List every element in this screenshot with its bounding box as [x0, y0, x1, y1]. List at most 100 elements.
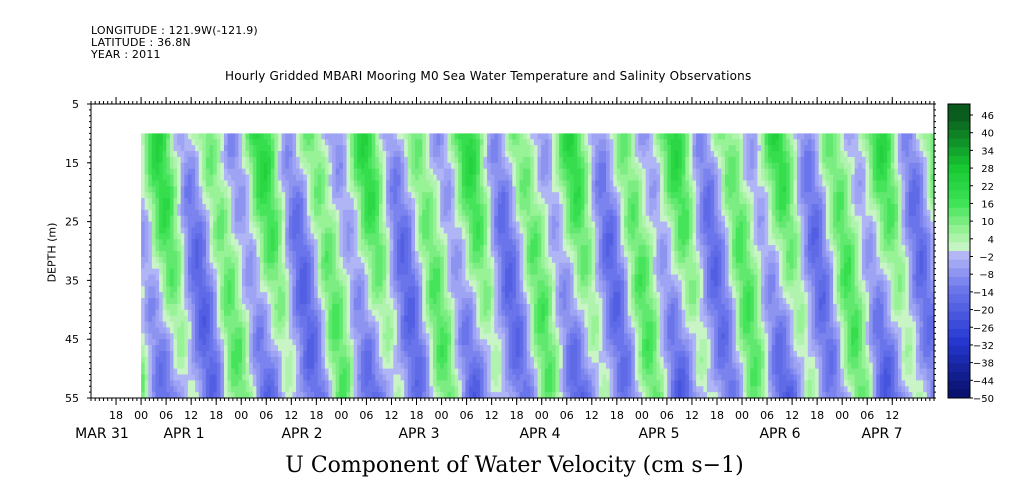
heat-cell — [202, 303, 207, 311]
heat-cell — [195, 350, 200, 358]
heat-cell — [267, 303, 272, 311]
heat-cell — [231, 274, 236, 281]
heat-cell — [494, 145, 499, 152]
heat-cell — [173, 327, 178, 334]
heat-cell — [433, 186, 438, 193]
heat-cell — [404, 133, 409, 140]
heat-cell — [393, 350, 398, 358]
heat-cell — [195, 380, 200, 387]
heat-cell — [523, 286, 528, 293]
heat-cell — [177, 309, 182, 317]
heat-cell — [400, 145, 405, 152]
heat-cell — [346, 156, 351, 164]
heat-cell — [191, 327, 196, 334]
heat-cell — [198, 198, 203, 205]
heat-cell — [526, 192, 531, 199]
heat-cell — [227, 315, 232, 323]
heat-cell — [270, 303, 276, 311]
heat-cell — [159, 362, 164, 370]
heat-cell — [418, 139, 423, 146]
heat-cell — [357, 339, 362, 346]
heat-cell — [479, 350, 485, 358]
heat-cell — [483, 215, 488, 223]
heat-cell — [335, 274, 340, 281]
heat-cell — [411, 362, 416, 370]
heat-cell — [234, 392, 239, 399]
heat-cell — [400, 333, 405, 340]
heat-cell — [155, 368, 160, 376]
heat-cell — [173, 286, 178, 293]
heat-cell — [205, 386, 211, 393]
heat-cell — [245, 315, 250, 323]
heat-cell — [223, 245, 229, 252]
heat-cell — [202, 321, 207, 329]
heat-cell — [404, 251, 409, 258]
heat-cell — [350, 139, 355, 146]
heat-cell — [310, 239, 315, 246]
heat-cell — [497, 251, 503, 258]
heat-cell — [469, 321, 474, 329]
heat-cell — [375, 286, 380, 293]
heat-cell — [256, 239, 261, 246]
heat-cell — [519, 392, 524, 399]
heat-cell — [346, 198, 351, 205]
heat-cell — [285, 274, 290, 281]
heat-cell — [296, 209, 301, 217]
heat-cell — [400, 203, 405, 211]
heat-cell — [141, 356, 146, 364]
heat-cell — [321, 356, 326, 364]
heat-cell — [368, 345, 373, 352]
heat-cell — [371, 268, 376, 276]
heat-cell — [328, 203, 333, 211]
heat-cell — [263, 345, 268, 352]
heat-cell — [422, 362, 427, 370]
heat-cell — [353, 333, 358, 340]
heat-cell — [479, 392, 485, 399]
heat-cell — [238, 251, 243, 258]
heat-cell — [400, 245, 405, 252]
heat-cell — [213, 162, 218, 170]
heat-cell — [310, 139, 315, 146]
heat-cell — [238, 286, 243, 293]
heat-cell — [249, 380, 254, 387]
heat-cell — [209, 156, 214, 164]
heat-cell — [155, 392, 160, 399]
heat-cell — [386, 203, 391, 211]
heat-cell — [335, 209, 340, 217]
heat-cell — [339, 274, 344, 281]
heat-cell — [479, 268, 485, 276]
heat-cell — [461, 268, 467, 276]
heat-cell — [306, 192, 312, 199]
heat-cell — [422, 298, 427, 305]
heat-cell — [202, 209, 207, 217]
heat-cell — [144, 356, 149, 364]
heat-cell — [281, 315, 286, 323]
heat-cell — [422, 251, 427, 258]
heat-cell — [476, 286, 481, 293]
heat-cell — [260, 139, 265, 146]
heat-cell — [213, 286, 218, 293]
heat-cell — [530, 368, 535, 376]
heat-cell — [382, 356, 387, 364]
heat-cell — [148, 239, 153, 246]
heat-cell — [249, 280, 254, 287]
heat-cell — [411, 245, 416, 252]
heat-cell — [151, 203, 157, 211]
heat-cell — [512, 274, 517, 281]
heat-cell — [497, 392, 503, 399]
heat-cell — [353, 339, 358, 346]
heat-cell — [245, 262, 250, 270]
heat-cell — [195, 362, 200, 370]
heat-cell — [357, 345, 362, 352]
heat-cell — [447, 227, 452, 234]
heat-cell — [487, 350, 492, 358]
heat-cell — [231, 180, 236, 187]
heat-cell — [263, 262, 268, 270]
heat-cell — [353, 292, 358, 299]
heat-cell — [415, 168, 420, 176]
heat-cell — [306, 227, 312, 234]
heat-cell — [451, 392, 456, 399]
heat-cell — [144, 180, 149, 187]
heat-cell — [378, 274, 384, 281]
heat-cell — [425, 321, 431, 329]
